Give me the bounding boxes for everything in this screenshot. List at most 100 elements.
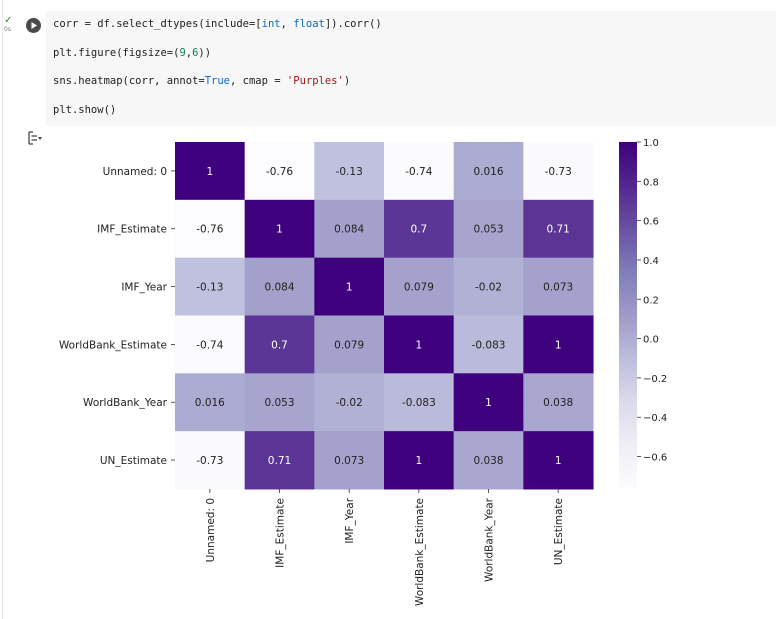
heatmap-cell xyxy=(314,199,385,259)
play-icon xyxy=(31,22,37,29)
y-tick-label: UN_Estimate xyxy=(100,455,167,467)
cell-annotation: 0.016 xyxy=(473,166,503,178)
cell-annotation: 1 xyxy=(485,397,492,409)
code-token: True xyxy=(204,75,231,87)
code-token: 'Purples' xyxy=(286,75,344,87)
x-tick-label: WorldBank_Year xyxy=(484,497,496,582)
heatmap-cell xyxy=(523,431,594,490)
colorbar-tick-label: −0.6 xyxy=(643,453,667,464)
cell-annotation: 1 xyxy=(346,282,353,294)
cell-annotation: 1 xyxy=(416,339,423,351)
execution-status-icon: ✓ xyxy=(4,15,13,26)
y-tick-label: WorldBank_Estimate xyxy=(59,339,167,351)
heatmap-cell xyxy=(175,315,246,374)
code-line: sns.heatmap(corr, annot=True, cmap = 'Pu… xyxy=(53,74,350,88)
cell-annotation: -0.13 xyxy=(196,282,223,294)
code-token: 9 xyxy=(179,47,186,59)
heatmap-cell xyxy=(523,199,594,259)
cell-annotation: 1 xyxy=(416,455,423,467)
heatmap-cell xyxy=(175,373,246,432)
cell-annotation: 0.71 xyxy=(268,455,291,467)
cell-annotation: 1 xyxy=(206,166,213,178)
code-token: float xyxy=(293,18,325,30)
colorbar-tick-label: −0.2 xyxy=(643,374,667,385)
cell-annotation: 0.079 xyxy=(334,339,364,351)
heatmap-cell xyxy=(384,199,455,259)
cell-annotation: 0.073 xyxy=(543,282,573,294)
cell-annotation: -0.13 xyxy=(336,166,363,178)
heatmap-cell xyxy=(453,142,524,201)
cell-annotation: 0.053 xyxy=(264,397,294,409)
code-token: corr = df.select_dtypes(include=[ xyxy=(53,18,262,30)
code-token: )) xyxy=(198,47,212,59)
x-axis-labels: Unnamed: 0 IMF_Estimate IMF_Year WorldBank_… xyxy=(205,488,565,606)
heatmap-cell xyxy=(244,373,315,432)
x-tick-label: UN_Estimate xyxy=(553,498,565,565)
cell-annotation: 0.71 xyxy=(546,224,569,236)
cell-annotation: -0.02 xyxy=(336,397,363,409)
heatmap-cell xyxy=(523,257,594,316)
code-token: , cmap = xyxy=(230,75,287,87)
cell-annotation: 0.053 xyxy=(473,224,503,236)
heatmap-cell xyxy=(244,431,315,490)
heatmap-cell xyxy=(384,257,455,316)
code-token: ) xyxy=(343,75,351,87)
cell-annotation: 0.079 xyxy=(404,282,434,294)
cell-annotation: 0.7 xyxy=(271,339,288,351)
code-token: sns.heatmap(corr, annot= xyxy=(53,75,205,87)
cell-annotation: -0.76 xyxy=(196,224,223,236)
cell-annotation: 0.038 xyxy=(473,455,503,467)
heatmap-cells: 1 -0.76 -0.13 -0.74 0.016 -0.73 -0.76 1 0.084 0.7… xyxy=(175,142,594,490)
code-token: plt.show() xyxy=(53,104,117,116)
heatmap-cell xyxy=(244,257,315,316)
cell-annotation: 0.084 xyxy=(264,282,294,294)
code-token: , xyxy=(280,18,294,30)
cell-annotation: -0.76 xyxy=(266,166,293,178)
heatmap-cell xyxy=(453,199,524,259)
y-axis-labels: Unnamed: 0 IMF_Estimate IMF_Year WorldBank_… xyxy=(59,166,175,467)
x-tick-label: WorldBank_Estimate xyxy=(414,498,426,606)
colorbar-tick-label: 0.0 xyxy=(643,335,659,346)
output-collapse-icon[interactable] xyxy=(27,130,43,146)
cell-annotation: -0.74 xyxy=(196,339,223,351)
code-token: plt.figure(figsize=( xyxy=(53,47,180,59)
heatmap-cell xyxy=(244,199,315,259)
code-line: corr = df.select_dtypes(include=[int, fl… xyxy=(53,17,382,31)
colorbar-tick-label: 0.2 xyxy=(643,295,659,306)
execution-time: 0s xyxy=(4,26,11,33)
heatmap-cell xyxy=(384,431,455,490)
heatmap-cell xyxy=(314,142,385,201)
cell-annotation: -0.083 xyxy=(472,339,506,351)
run-cell-button[interactable] xyxy=(26,18,41,33)
heatmap-cell xyxy=(523,315,594,374)
heatmap-cell xyxy=(453,315,524,374)
heatmap-cell xyxy=(453,373,524,432)
y-tick-label: IMF_Year xyxy=(121,282,167,294)
colorbar-tick-label: 0.8 xyxy=(643,177,659,188)
heatmap-cell xyxy=(314,373,385,432)
y-tick-label: Unnamed: 0 xyxy=(103,166,167,178)
heatmap-cell xyxy=(244,142,315,201)
cell-annotation: -0.74 xyxy=(405,166,432,178)
x-tick-label: IMF_Year xyxy=(344,497,356,543)
cell-annotation: -0.73 xyxy=(196,455,223,467)
cell-annotation: 1 xyxy=(555,455,562,467)
heatmap-cell xyxy=(175,199,246,259)
x-tick-label: IMF_Estimate xyxy=(275,498,287,568)
y-tick-label: WorldBank_Year xyxy=(83,397,168,409)
colorbar-ticks: 1.0 0.8 0.6 0.4 0.2 0.0 −0.2 −0.4 −0.6 xyxy=(637,138,667,464)
cell-annotation: 0.038 xyxy=(543,397,573,409)
cell-annotation: 0.084 xyxy=(334,224,364,236)
heatmap-cell xyxy=(523,142,594,201)
heatmap-cell xyxy=(453,257,524,316)
heatmap-cell xyxy=(175,257,246,316)
cell-annotation: -0.02 xyxy=(475,282,502,294)
y-tick-label: IMF_Estimate xyxy=(97,224,167,236)
cell-left-border xyxy=(2,0,3,619)
cell-annotation: -0.083 xyxy=(402,397,436,409)
cell-annotation: 0.7 xyxy=(410,224,427,236)
heatmap-cell xyxy=(384,315,455,374)
code-token: , xyxy=(185,47,193,59)
code-cell-editor[interactable] xyxy=(46,11,776,126)
